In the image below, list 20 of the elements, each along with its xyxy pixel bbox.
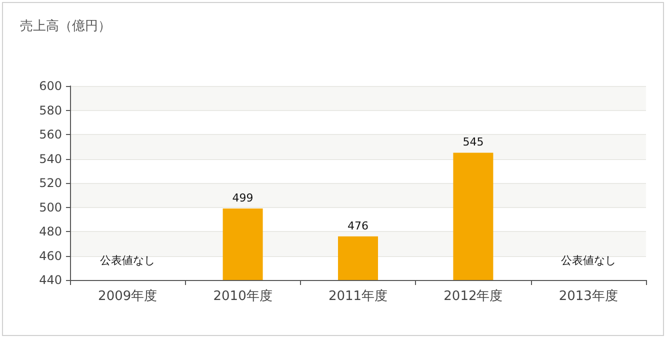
y-tick-label: 580 xyxy=(39,103,62,118)
data-label: 499 xyxy=(232,191,254,204)
y-tick-label: 540 xyxy=(39,152,62,166)
data-label: 545 xyxy=(462,136,484,149)
y-axis-title: 売上高（億円） xyxy=(20,18,111,34)
x-tick-label: 2012年度 xyxy=(444,288,503,304)
x-tick-label: 2010年度 xyxy=(213,288,272,304)
y-tick-label: 520 xyxy=(39,176,62,190)
y-tick-label: 560 xyxy=(39,128,62,142)
x-tick-label: 2009年度 xyxy=(98,288,158,304)
text: 公表値なし xyxy=(100,254,156,267)
x-tick-label: 2013年度 xyxy=(558,288,618,304)
y-tick-label: 460 xyxy=(39,248,62,263)
y-tick-label: 600 xyxy=(39,79,62,93)
y-tick-label: 500 xyxy=(39,200,62,214)
y-tick-label: 440 xyxy=(39,273,62,287)
y-tick-label: 480 xyxy=(39,224,62,238)
data-label: 476 xyxy=(348,219,368,232)
x-tick-label: 2011年度 xyxy=(328,288,388,304)
text: 公表値なし xyxy=(560,254,616,267)
